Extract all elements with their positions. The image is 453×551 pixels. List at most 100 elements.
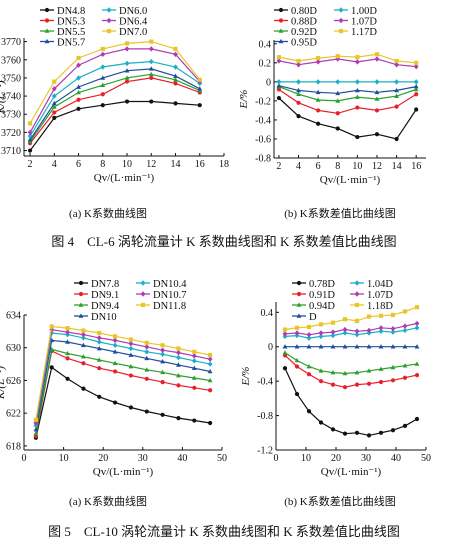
data-point-1.00D — [276, 79, 282, 85]
data-point-0.80D — [276, 95, 282, 101]
y-tick-label: 3730 — [1, 110, 21, 121]
x-tick-label: 8 — [335, 161, 340, 172]
data-point-DN10.4 — [207, 361, 213, 367]
legend-swatch-marker — [78, 291, 84, 297]
y-tick-label: -0.8 — [257, 411, 273, 422]
data-point-D — [378, 344, 384, 349]
series-line-0.91D — [284, 354, 418, 388]
data-point-DN10.7 — [81, 331, 86, 338]
data-point-DN10.7 — [128, 340, 134, 347]
data-point-0.91D — [366, 381, 372, 386]
data-point-DN10.7 — [160, 347, 165, 353]
data-point-0.80D — [296, 114, 301, 119]
data-point-DN10 — [112, 349, 118, 354]
data-point-D — [318, 344, 324, 349]
x-tick-label: 6 — [76, 159, 81, 170]
data-point-DN9.1 — [208, 388, 213, 393]
legend-swatch-marker — [296, 302, 302, 307]
y-tick-label: 626 — [6, 376, 21, 387]
data-point-DN5.3 — [149, 75, 154, 81]
legend-swatch-marker — [296, 280, 302, 286]
data-point-DN10 — [128, 352, 134, 357]
data-point-DN6.0 — [51, 93, 57, 99]
data-point-1.17D — [316, 55, 321, 61]
data-point-0.95D — [276, 83, 282, 88]
data-point-1.07D — [402, 323, 408, 329]
legend-label: DN5.7 — [57, 37, 85, 48]
data-point-0.80D — [414, 107, 419, 112]
data-point-1.07D — [294, 330, 300, 336]
data-point-DN9.4 — [112, 360, 118, 366]
data-point-DN10.7 — [191, 353, 197, 359]
x-axis-label: Qv/(L·min⁻¹) — [94, 172, 155, 184]
x-tick-label: 6 — [316, 161, 321, 172]
data-point-DN6.0 — [148, 58, 154, 65]
legend-label: DN9.4 — [91, 301, 120, 312]
data-point-0.91D — [294, 364, 300, 369]
data-point-0.91D — [414, 373, 420, 378]
data-point-0.95D — [374, 89, 380, 95]
y-axis-label: K/(L⁻¹) — [0, 80, 7, 114]
data-point-DN9.4 — [144, 367, 150, 372]
data-point-DN9.1 — [112, 369, 118, 374]
data-point-1.04D — [342, 330, 348, 336]
data-point-1.07D — [394, 62, 399, 68]
data-point-DN10.4 — [144, 349, 150, 355]
data-point-DN10 — [96, 345, 102, 351]
data-point-1.07D — [342, 326, 348, 333]
data-point-DN6.4 — [27, 129, 33, 136]
data-point-1.18D — [354, 318, 360, 324]
x-tick-label: 2 — [276, 161, 281, 172]
data-point-1.04D — [390, 329, 396, 335]
data-point-0.95D — [315, 89, 321, 95]
data-point-1.07D — [276, 58, 282, 64]
legend-label: 0.95D — [291, 37, 317, 48]
data-point-DN10.4 — [112, 342, 118, 348]
series-line-DN6.4 — [29, 48, 201, 133]
legend-label: 1.18D — [367, 301, 393, 312]
data-point-DN6.0 — [173, 64, 178, 70]
y-tick-label: -0.4 — [257, 377, 273, 388]
legend-swatch-marker — [338, 7, 344, 13]
data-point-0.91D — [342, 385, 348, 390]
data-point-0.91D — [402, 375, 408, 380]
x-tick-label: 10 — [352, 161, 362, 172]
data-point-DN5.3 — [52, 110, 57, 115]
legend-swatch-marker — [338, 28, 344, 34]
y-tick-label: 3710 — [1, 146, 21, 157]
data-point-0.94D — [282, 350, 288, 355]
legend-swatch-marker — [296, 313, 302, 318]
series-line-DN5.3 — [29, 77, 201, 144]
data-point-DN9.4 — [33, 431, 39, 436]
data-point-DN4.8 — [149, 99, 154, 104]
chart-2: 0 10 20 30 40 50 618 622 626 630 634 Qv/(L·min⁻¹) K/… — [0, 279, 227, 478]
data-point-DN7.8 — [144, 409, 149, 414]
data-point-DN11.8 — [192, 349, 197, 354]
data-point-DN11.8 — [160, 343, 165, 348]
x-axis-label: Qv/(L·min⁻¹) — [321, 466, 382, 478]
data-point-DN9.4 — [160, 369, 165, 375]
data-point-1.04D — [378, 328, 384, 334]
data-point-D — [330, 344, 336, 349]
x-tick-label: 14 — [171, 159, 181, 170]
legend-swatch-marker — [106, 17, 112, 24]
chart-0: 2 4 6 8 10 12 14 16 18 3710 3720 3730 3740 3750 3760 37… — [0, 6, 229, 184]
legend-swatch-marker — [106, 28, 112, 34]
legend-label: 0.92D — [291, 27, 317, 38]
legend-label: DN6.4 — [119, 16, 148, 27]
data-point-1.07D — [374, 56, 380, 62]
legend-swatch-marker — [78, 280, 84, 286]
data-point-0.88D — [374, 108, 380, 113]
data-point-DN10.4 — [128, 345, 134, 352]
data-point-1.07D — [330, 329, 336, 335]
data-point-1.04D — [402, 327, 408, 334]
y-tick-label: -0.4 — [255, 115, 271, 126]
x-tick-label: 0 — [274, 453, 279, 464]
data-point-DN7.8 — [128, 405, 134, 410]
legend-swatch-marker — [106, 7, 112, 13]
data-point-DN10 — [144, 355, 150, 361]
data-point-DN4.8 — [52, 115, 57, 120]
data-point-DN9.1 — [81, 361, 86, 366]
legend-swatch-marker — [140, 291, 146, 297]
